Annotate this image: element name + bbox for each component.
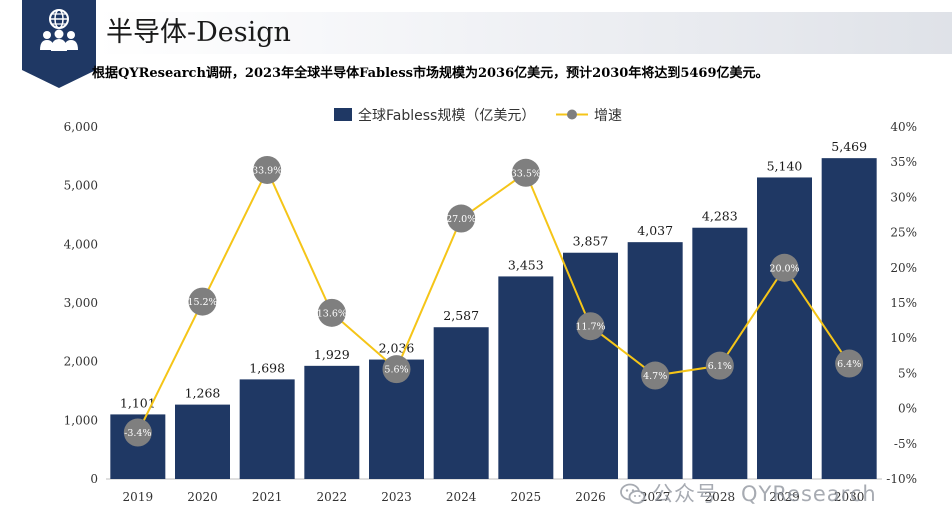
wechat-icon <box>620 483 646 504</box>
bar <box>498 276 554 479</box>
legend-swatch-bar <box>334 108 352 121</box>
bar-value-label: 1,929 <box>314 347 350 362</box>
chart-subtitle: 根据QYResearch调研，2023年全球半导体Fabless市场规模为203… <box>92 66 769 81</box>
legend-label-bar: 全球Fabless规模（亿美元） <box>358 107 535 124</box>
growth-marker <box>317 298 346 327</box>
x-tick-label: 2019 <box>123 490 154 504</box>
y-right-tick-label: 10% <box>890 331 917 345</box>
y-left-tick-label: 1,000 <box>64 413 98 427</box>
bar-value-label: 1,698 <box>249 360 285 375</box>
y-left-tick-label: 6,000 <box>64 120 98 134</box>
bar <box>175 404 230 479</box>
bar <box>433 327 489 479</box>
y-right-tick-label: 20% <box>890 261 917 275</box>
growth-marker <box>705 351 734 380</box>
bar-value-label: 1,101 <box>120 395 156 410</box>
y-right-tick-label: -5% <box>894 437 917 451</box>
bar-value-label: 2,036 <box>379 341 415 356</box>
y-right-tick-label: 30% <box>890 190 917 204</box>
growth-line-path <box>136 167 850 433</box>
team-globe-icon <box>40 9 78 51</box>
growth-value-label: 6.4% <box>837 359 861 370</box>
growth-line: -3.4% 15.2% 33.9% 13.6% 5.6% 27.0% 33.5% 11.7% 4… <box>123 155 864 447</box>
bars <box>110 158 877 480</box>
growth-value-label: 11.7% <box>575 322 605 333</box>
x-tick-label: 2023 <box>381 490 412 504</box>
growth-value-label: 33.9% <box>252 165 282 176</box>
growth-value-label: 33.5% <box>511 168 541 179</box>
x-tick-label: 2024 <box>446 490 477 504</box>
legend: 全球Fabless规模（亿美元） 增速 <box>334 107 622 124</box>
y-right-tick-label: 0% <box>898 402 917 416</box>
growth-value-label: 20.0% <box>769 263 799 274</box>
bar-value-label: 3,453 <box>508 257 544 272</box>
growth-marker <box>511 158 540 187</box>
bar <box>563 252 618 479</box>
growth-marker <box>123 418 152 447</box>
x-tick-label: 2028 <box>705 490 736 504</box>
y-right-tick-label: 25% <box>890 226 917 240</box>
header-badge-tip <box>22 70 96 88</box>
growth-value-label: 4.7% <box>643 371 667 382</box>
y-right-tick-label: 35% <box>890 155 917 169</box>
bar-value-label: 4,037 <box>637 223 673 238</box>
x-tick-label: 2027 <box>640 490 671 504</box>
growth-value-label: 5.6% <box>384 365 408 376</box>
x-tick-label: 2022 <box>317 490 348 504</box>
watermark: 公众号 · QYResearch <box>620 478 877 508</box>
y-right-tick-label: -10% <box>886 472 917 486</box>
growth-value-label: 6.1% <box>708 361 732 372</box>
growth-value-label: 15.2% <box>187 297 217 308</box>
bar <box>757 177 812 479</box>
watermark-text: 公众号 · QYResearch <box>652 482 877 506</box>
growth-marker <box>770 253 799 282</box>
bar-value-label: 2,587 <box>443 308 479 323</box>
y-right-tick-label: 40% <box>890 120 917 134</box>
bar-value-label: 5,469 <box>831 139 867 154</box>
legend-swatch-marker <box>567 109 577 120</box>
bar <box>821 158 877 480</box>
growth-marker <box>641 361 670 390</box>
growth-marker <box>188 287 217 316</box>
bar <box>239 379 295 479</box>
growth-value-label: 13.6% <box>317 308 347 319</box>
growth-marker <box>835 349 864 378</box>
page-title: 半导体-Design <box>106 17 291 48</box>
y-left-tick-label: 5,000 <box>64 179 98 193</box>
x-tick-label: 2029 <box>769 490 800 504</box>
x-tick-label: 2020 <box>187 490 218 504</box>
bar-value-label: 4,283 <box>702 209 738 224</box>
bar-value-label: 5,140 <box>767 158 803 173</box>
axes: 0 1,000 2,000 3,000 4,000 5,000 6,000 -10% -5% 0%… <box>64 120 917 486</box>
y-left-tick-label: 0 <box>90 472 98 486</box>
growth-value-label: -3.4% <box>124 428 151 439</box>
y-left-tick-label: 2,000 <box>64 355 98 369</box>
growth-marker <box>253 155 282 184</box>
legend-label-line: 增速 <box>594 108 622 124</box>
growth-value-label: 27.0% <box>446 214 476 225</box>
title-band <box>96 12 952 54</box>
growth-marker <box>447 204 476 233</box>
x-tick-label: 2021 <box>252 490 283 504</box>
bar <box>304 365 360 479</box>
growth-marker <box>382 355 411 384</box>
x-tick-label: 2030 <box>834 490 865 504</box>
y-left-tick-label: 4,000 <box>64 237 98 251</box>
bar-value-label: 3,857 <box>573 234 609 249</box>
y-left-tick-label: 3,000 <box>64 296 98 310</box>
y-right-tick-label: 15% <box>890 296 917 310</box>
bar-labels: 1,101 1,268 1,698 1,929 2,036 2,587 3,453 3,857… <box>120 139 867 410</box>
bar-value-label: 1,268 <box>185 386 221 401</box>
x-tick-label: 2025 <box>511 490 542 504</box>
x-tick-label: 2026 <box>575 490 606 504</box>
growth-marker <box>576 312 605 341</box>
y-right-tick-label: 5% <box>898 366 917 380</box>
x-ticks: 2019 2020 2021 2022 2023 2024 2025 2026 2027 2028… <box>123 490 865 504</box>
